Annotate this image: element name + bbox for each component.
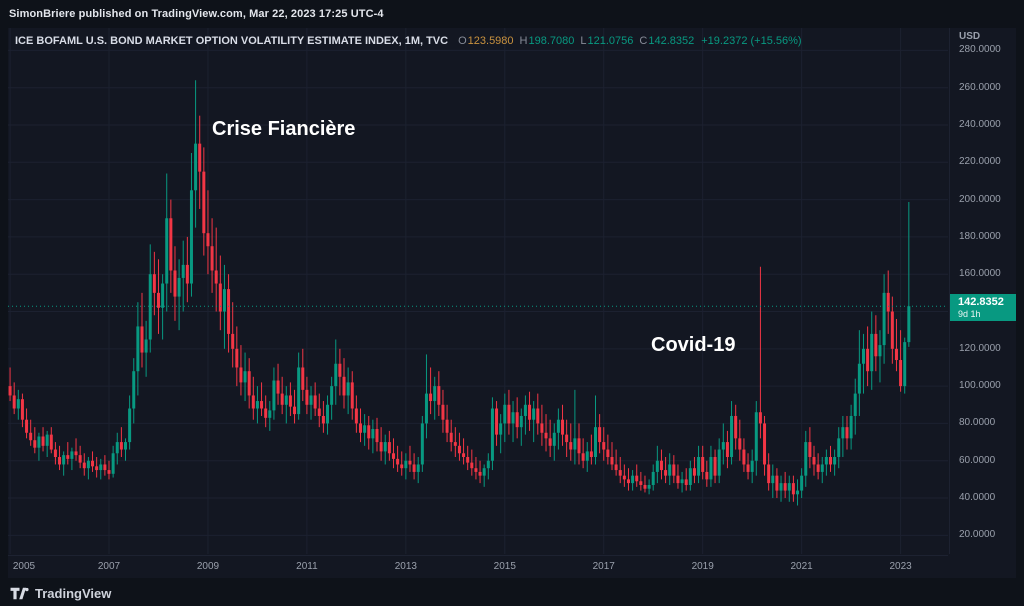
symbol-legend: ICE BOFAML U.S. BOND MARKET OPTION VOLAT… [15, 35, 802, 47]
close-label: C [639, 35, 648, 47]
price-tick: 180.0000 [959, 230, 1001, 242]
last-price-value: 142.8352 [958, 296, 1004, 309]
time-tick: 2015 [493, 561, 516, 572]
low-value: 121.0756 [587, 35, 634, 47]
time-tick: 2021 [790, 561, 813, 572]
price-tick: 160.0000 [959, 268, 1001, 280]
publish-info: SimonBriere published on TradingView.com… [9, 7, 384, 20]
time-tick: 2007 [97, 561, 121, 572]
high-value: 198.7080 [528, 35, 575, 47]
candlestick-svg [8, 28, 948, 554]
plot-area[interactable]: Crise Fiancière Covid-19 [8, 28, 948, 554]
price-tick: 280.0000 [959, 44, 1001, 56]
time-tick: 2009 [196, 561, 220, 572]
time-tick: 2011 [296, 561, 318, 572]
high-label: H [519, 35, 528, 47]
time-tick: 2005 [12, 561, 36, 572]
close-value: 142.8352 [648, 35, 695, 47]
price-tick: 240.0000 [959, 118, 1001, 130]
price-tick: 260.0000 [959, 81, 1001, 93]
time-tick: 2023 [889, 561, 912, 572]
tradingview-logo-icon [10, 586, 29, 601]
low-label: L [580, 35, 587, 47]
price-tick: 40.0000 [959, 492, 996, 504]
time-tick: 2013 [394, 561, 417, 572]
time-tick: 2017 [592, 561, 615, 572]
chart-pane: Crise Fiancière Covid-19 ICE BOFAML U.S. … [8, 28, 1016, 578]
price-tick: 20.0000 [959, 529, 996, 541]
footer-brand[interactable]: TradingView [10, 583, 111, 603]
price-tick: 80.0000 [959, 417, 996, 429]
change-value: +19.2372 (+15.56%) [701, 35, 802, 47]
last-price-label: 142.8352 9d 1h [950, 294, 1016, 322]
price-tick: 220.0000 [959, 156, 1001, 168]
price-tick: 60.0000 [959, 454, 996, 466]
bar-countdown: 9d 1h [958, 309, 981, 320]
price-tick: 200.0000 [959, 193, 1001, 205]
time-axis[interactable]: 2005 2007 2009 2011 2013 2015 2017 2019 2021 2023 [8, 555, 948, 579]
brand-name: TradingView [35, 585, 112, 601]
open-label: O [458, 35, 467, 47]
price-tick: 100.0000 [959, 380, 1001, 392]
publish-header: SimonBriere published on TradingView.com… [0, 0, 1024, 27]
price-axis[interactable]: USD 280.0000 260.0000 240.0000 220.0000 200.… [949, 28, 1017, 554]
symbol-title[interactable]: ICE BOFAML U.S. BOND MARKET OPTION VOLAT… [15, 35, 449, 47]
price-tick: 120.0000 [959, 342, 1001, 354]
open-value: 123.5980 [467, 35, 514, 47]
currency-label: USD [959, 31, 981, 42]
time-tick: 2019 [691, 561, 714, 572]
